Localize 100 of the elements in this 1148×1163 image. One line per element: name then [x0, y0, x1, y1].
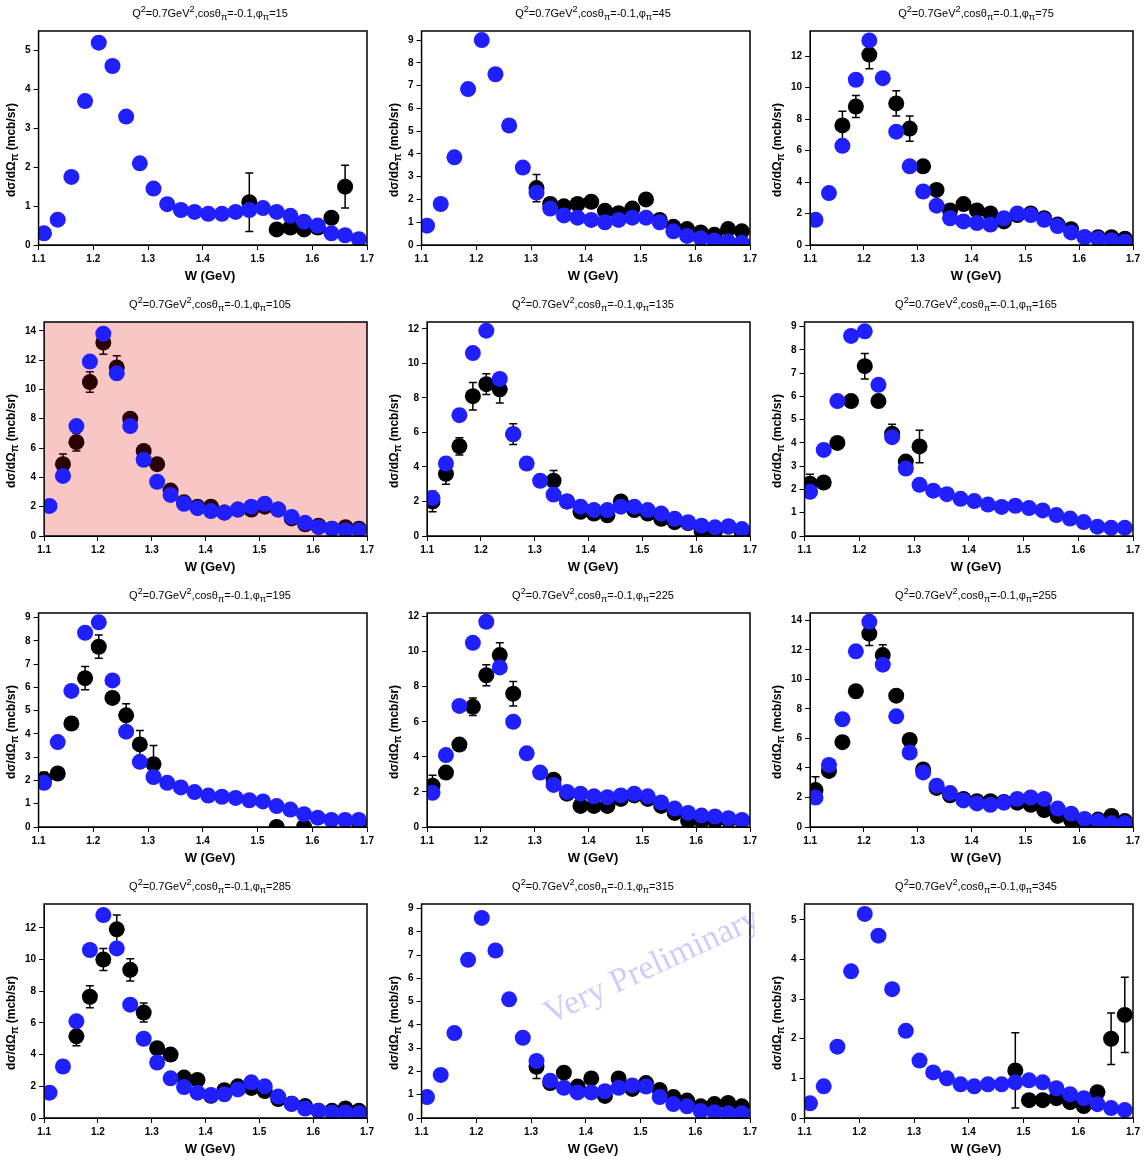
- y-tick-label: 10: [25, 953, 37, 965]
- x-tick-label: 1.3: [907, 543, 922, 555]
- x-tick-label: 1.2: [473, 834, 489, 846]
- x-tick-label: 1.6: [688, 252, 703, 264]
- point: [421, 217, 436, 234]
- point: [610, 211, 627, 228]
- point: [200, 787, 217, 804]
- point: [487, 66, 504, 83]
- chart-title: Q$^{2}$=0.7GeV$^{2}$,cosθ$_{π}$=-0.1,φ$_{π}$=165: [895, 295, 1057, 313]
- point: [693, 807, 710, 824]
- point: [95, 951, 112, 968]
- point: [200, 205, 217, 222]
- y-tick-label: 1: [408, 1088, 414, 1100]
- point: [870, 393, 887, 410]
- y-tick-label: 4: [25, 83, 31, 95]
- y-tick-label: 0: [408, 1111, 414, 1123]
- point: [583, 1070, 600, 1087]
- point: [1062, 510, 1079, 527]
- y-tick-label: 7: [408, 948, 414, 960]
- point: [829, 434, 846, 451]
- point: [172, 779, 189, 796]
- point: [518, 745, 535, 762]
- point: [706, 1104, 723, 1118]
- y-tick-label: 5: [25, 44, 31, 56]
- point: [804, 483, 819, 500]
- point: [118, 707, 135, 724]
- chart-title: Q$^{2}$=0.7GeV$^{2}$,cosθ$_{π}$=-0.1,φ$_{π}$=315: [512, 877, 674, 895]
- x-tick-label: 1.7: [360, 1125, 375, 1137]
- point: [870, 927, 887, 944]
- chart-title: Q$^{2}$=0.7GeV$^{2}$,cosθ$_{π}$=-0.1,φ$_{π}$=225: [512, 586, 674, 604]
- y-tick-label: 2: [25, 160, 31, 172]
- point: [77, 624, 94, 641]
- y-tick-label: 5: [791, 913, 797, 925]
- point: [1062, 1086, 1079, 1103]
- x-tick-label: 1.4: [581, 543, 596, 555]
- y-tick-label: 14: [25, 324, 37, 336]
- point: [437, 764, 454, 781]
- point: [172, 201, 189, 218]
- x-axis-title: W (GeV): [183, 268, 237, 283]
- point: [243, 1074, 260, 1091]
- y-tick-label: 14: [791, 614, 803, 626]
- point: [928, 197, 945, 214]
- point: [1049, 800, 1066, 817]
- point: [337, 178, 354, 195]
- point: [692, 230, 709, 245]
- x-tick-label: 1.2: [469, 252, 484, 264]
- x-tick-label: 1.2: [852, 543, 867, 555]
- x-tick-label: 1.3: [910, 252, 926, 264]
- point: [186, 784, 203, 801]
- x-tick-label: 1.1: [414, 252, 429, 264]
- point: [847, 71, 864, 88]
- x-tick-label: 1.5: [1016, 1125, 1031, 1137]
- point: [651, 1089, 668, 1106]
- x-tick-label: 1.3: [527, 834, 543, 846]
- point: [473, 909, 490, 926]
- point: [135, 451, 152, 468]
- point: [666, 800, 683, 817]
- point: [421, 1089, 436, 1106]
- point: [952, 1076, 969, 1093]
- point: [1034, 1074, 1051, 1091]
- y-tick-label: 1: [791, 1072, 797, 1084]
- y-tick-label: 5: [25, 704, 31, 716]
- point: [599, 789, 616, 806]
- point: [108, 921, 125, 938]
- y-tick-label: 4: [408, 1018, 414, 1030]
- point: [966, 493, 983, 510]
- x-tick-label: 1.6: [1071, 543, 1086, 555]
- y-tick-label: 0: [30, 1111, 37, 1123]
- point: [432, 196, 449, 213]
- point: [1063, 805, 1080, 822]
- x-tick-label: 1.2: [90, 1125, 106, 1137]
- x-tick-label: 1.7: [743, 252, 758, 264]
- point: [162, 1046, 179, 1063]
- point: [528, 1053, 545, 1070]
- point: [861, 613, 878, 630]
- x-tick-label: 1.7: [360, 252, 375, 264]
- point: [583, 193, 600, 210]
- x-axis-title: W (GeV): [949, 559, 1003, 574]
- y-tick-label: 5: [791, 413, 797, 425]
- point: [176, 1079, 193, 1096]
- point: [612, 498, 629, 515]
- y-tick-label: 2: [408, 1065, 414, 1077]
- chart-title: Q$^{2}$=0.7GeV$^{2}$,cosθ$_{π}$=-0.1,φ$_{π}$=15: [132, 4, 288, 22]
- x-axis-title: W (GeV): [566, 268, 620, 283]
- y-tick-label: 2: [408, 193, 414, 205]
- point: [1103, 519, 1120, 536]
- point: [1020, 500, 1037, 517]
- point: [282, 207, 299, 224]
- y-tick-label: 6: [791, 390, 797, 402]
- point: [118, 723, 135, 740]
- point: [1075, 1090, 1092, 1107]
- chart-title: Q$^{2}$=0.7GeV$^{2}$,cosθ$_{π}$=-0.1,φ$_{π}$=255: [895, 586, 1057, 604]
- x-tick-label: 1.5: [635, 834, 650, 846]
- point: [451, 407, 468, 424]
- y-tick-label: 0: [791, 1111, 797, 1123]
- point: [159, 196, 176, 213]
- point: [911, 1052, 928, 1069]
- x-axis-title: W (GeV): [566, 559, 620, 574]
- point: [637, 209, 654, 226]
- y-tick-label: 0: [413, 820, 420, 832]
